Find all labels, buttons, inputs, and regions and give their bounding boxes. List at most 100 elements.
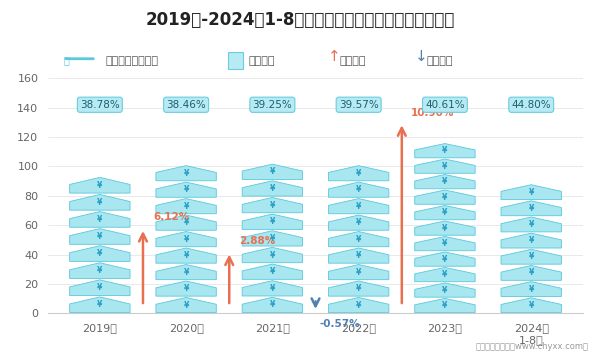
Text: ¥: ¥	[356, 268, 361, 277]
Text: 6.12%: 6.12%	[153, 212, 189, 222]
Polygon shape	[70, 194, 130, 210]
Text: ↓: ↓	[415, 49, 427, 64]
Text: ¥: ¥	[528, 204, 534, 213]
Polygon shape	[329, 248, 389, 263]
Text: ¥: ¥	[97, 232, 103, 241]
Polygon shape	[156, 215, 216, 230]
Text: 〜: 〜	[63, 56, 69, 66]
Text: 2.88%: 2.88%	[240, 236, 276, 246]
Text: ¥: ¥	[270, 200, 275, 210]
Text: 38.78%: 38.78%	[80, 100, 120, 110]
Text: ¥: ¥	[528, 252, 534, 261]
Polygon shape	[329, 265, 389, 280]
Text: ¥: ¥	[528, 220, 534, 229]
Polygon shape	[242, 214, 302, 229]
Text: ¥: ¥	[97, 198, 103, 207]
Text: 寿险占比: 寿险占比	[248, 56, 275, 66]
Text: ¥: ¥	[270, 184, 275, 193]
Polygon shape	[501, 266, 561, 280]
Polygon shape	[156, 265, 216, 280]
Polygon shape	[156, 182, 216, 197]
Polygon shape	[415, 143, 475, 158]
Text: ¥: ¥	[356, 185, 361, 194]
Polygon shape	[242, 247, 302, 263]
Text: ¥: ¥	[270, 300, 275, 309]
Polygon shape	[242, 231, 302, 246]
Text: ¥: ¥	[442, 239, 448, 248]
Text: ¥: ¥	[528, 301, 534, 310]
Polygon shape	[501, 217, 561, 232]
Polygon shape	[501, 201, 561, 216]
Text: ¥: ¥	[270, 267, 275, 276]
Polygon shape	[415, 298, 475, 313]
Text: ¥: ¥	[356, 169, 361, 178]
Polygon shape	[415, 174, 475, 189]
Text: 同比增加: 同比增加	[340, 56, 366, 66]
Text: ¥: ¥	[270, 217, 275, 226]
Text: ¥: ¥	[442, 208, 448, 217]
Text: ¥: ¥	[442, 177, 448, 186]
Text: ¥: ¥	[183, 201, 189, 211]
Text: ¥: ¥	[97, 215, 103, 224]
Polygon shape	[329, 215, 389, 230]
Polygon shape	[415, 267, 475, 282]
Text: ¥: ¥	[270, 234, 275, 243]
Polygon shape	[70, 211, 130, 227]
Text: 40.61%: 40.61%	[425, 100, 465, 110]
Polygon shape	[415, 205, 475, 220]
Polygon shape	[329, 298, 389, 313]
Polygon shape	[501, 185, 561, 200]
Text: 38.46%: 38.46%	[166, 100, 206, 110]
Text: ¥: ¥	[97, 249, 103, 258]
Text: ¥: ¥	[270, 167, 275, 176]
Text: ¥: ¥	[356, 235, 361, 244]
Text: ¥: ¥	[183, 185, 189, 194]
Text: ¥: ¥	[356, 284, 361, 293]
Polygon shape	[156, 231, 216, 247]
Text: ¥: ¥	[442, 146, 448, 155]
Text: ¥: ¥	[356, 251, 361, 260]
Polygon shape	[70, 229, 130, 244]
Polygon shape	[415, 190, 475, 204]
Polygon shape	[501, 249, 561, 264]
Text: ¥: ¥	[97, 300, 103, 309]
Text: ¥: ¥	[183, 251, 189, 260]
Polygon shape	[329, 231, 389, 247]
Text: ¥: ¥	[183, 169, 189, 178]
Polygon shape	[242, 264, 302, 279]
Polygon shape	[70, 177, 130, 193]
Polygon shape	[415, 252, 475, 266]
Text: 44.80%: 44.80%	[511, 100, 551, 110]
Text: 10.90%: 10.90%	[410, 108, 454, 118]
Polygon shape	[329, 199, 389, 214]
Polygon shape	[156, 199, 216, 214]
Polygon shape	[415, 159, 475, 173]
Text: ¥: ¥	[97, 283, 103, 292]
Polygon shape	[70, 280, 130, 295]
Polygon shape	[156, 298, 216, 313]
Text: ¥: ¥	[442, 193, 448, 201]
Polygon shape	[242, 281, 302, 296]
Text: ¥: ¥	[97, 181, 103, 190]
Polygon shape	[156, 281, 216, 296]
Text: ¥: ¥	[270, 284, 275, 293]
Text: ¥: ¥	[442, 255, 448, 263]
Polygon shape	[501, 282, 561, 297]
Polygon shape	[242, 164, 302, 179]
Polygon shape	[156, 166, 216, 181]
Text: ¥: ¥	[356, 201, 361, 211]
Text: ¥: ¥	[528, 188, 534, 197]
Text: 制图：智研咨询（www.chyxx.com）: 制图：智研咨询（www.chyxx.com）	[476, 342, 589, 351]
Polygon shape	[70, 246, 130, 261]
Text: ¥: ¥	[528, 284, 534, 294]
Polygon shape	[242, 181, 302, 196]
Text: -0.57%: -0.57%	[320, 319, 361, 329]
Text: ¥: ¥	[442, 301, 448, 310]
Polygon shape	[501, 298, 561, 313]
Polygon shape	[70, 263, 130, 278]
Polygon shape	[501, 233, 561, 248]
Polygon shape	[329, 166, 389, 181]
Text: ¥: ¥	[97, 266, 103, 275]
Polygon shape	[415, 236, 475, 251]
Text: 39.25%: 39.25%	[252, 100, 292, 110]
